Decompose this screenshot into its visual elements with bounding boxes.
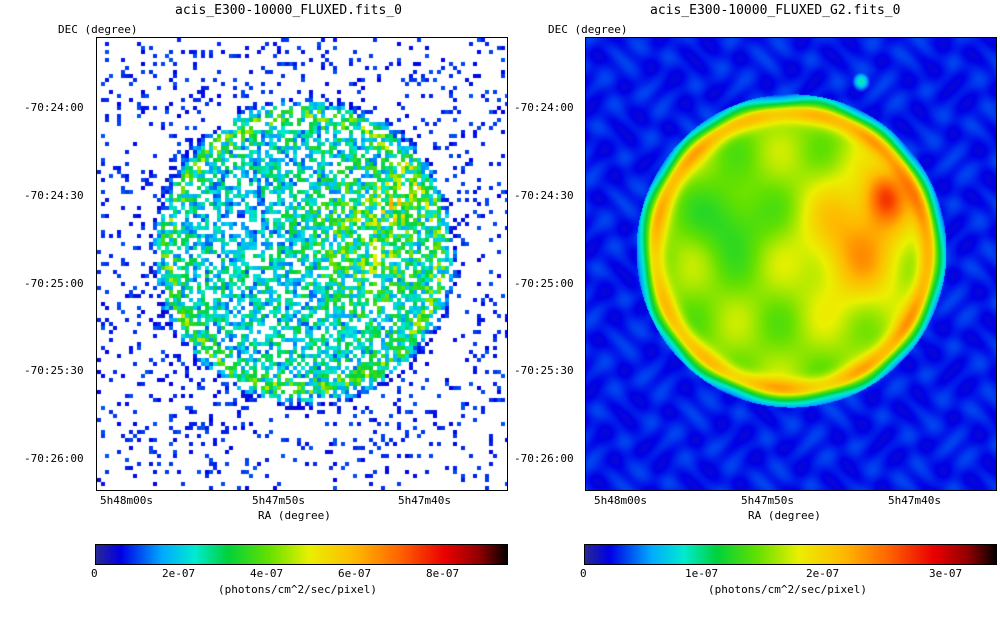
left-colorbar[interactable] [95, 544, 508, 565]
left-dec-tick: -70:26:00 [24, 452, 84, 465]
left-colorbar-unit: (photons/cm^2/sec/pixel) [218, 583, 377, 596]
right-colorbar-tick: 1e-07 [685, 567, 719, 580]
right-dec-tick: -70:25:00 [514, 277, 574, 290]
right-dec-tick: -70:25:30 [514, 364, 574, 377]
left-fits-image[interactable] [97, 38, 507, 490]
left-ra-tick: 5h47m40s [398, 494, 451, 507]
right-colorbar-tick: 3e-07 [929, 567, 963, 580]
right-colorbar-gradient [585, 545, 996, 564]
left-image-title: acis_E300-10000_FLUXED.fits_0 [175, 3, 402, 18]
right-ra-tick: 5h47m40s [888, 494, 941, 507]
left-dec-tick: -70:24:00 [24, 101, 84, 114]
left-colorbar-tick: 2e-07 [162, 567, 196, 580]
right-dec-axis-label: DEC (degree) [548, 23, 628, 36]
right-dec-tick: -70:26:00 [514, 452, 574, 465]
right-ra-axis-label: RA (degree) [748, 509, 821, 522]
right-colorbar-tick: 0 [580, 567, 587, 580]
left-dec-axis-label: DEC (degree) [58, 23, 138, 36]
left-ra-axis-label: RA (degree) [258, 509, 331, 522]
right-dec-tick: -70:24:30 [514, 189, 574, 202]
right-colorbar-tick: 2e-07 [806, 567, 840, 580]
right-colorbar-unit: (photons/cm^2/sec/pixel) [708, 583, 867, 596]
left-colorbar-tick: 6e-07 [338, 567, 372, 580]
left-ra-tick: 5h48m00s [100, 494, 153, 507]
right-image-frame[interactable] [585, 37, 997, 491]
right-dec-tick: -70:24:00 [514, 101, 574, 114]
left-colorbar-tick: 0 [91, 567, 98, 580]
right-ra-tick: 5h48m00s [594, 494, 647, 507]
right-image-title: acis_E300-10000_FLUXED_G2.fits_0 [650, 3, 901, 18]
left-dec-tick: -70:24:30 [24, 189, 84, 202]
right-ra-tick: 5h47m50s [741, 494, 794, 507]
left-dec-tick: -70:25:30 [24, 364, 84, 377]
left-dec-tick: -70:25:00 [24, 277, 84, 290]
left-image-frame[interactable] [96, 37, 508, 491]
left-colorbar-gradient [96, 545, 507, 564]
left-colorbar-tick: 8e-07 [426, 567, 460, 580]
right-colorbar[interactable] [584, 544, 997, 565]
left-colorbar-tick: 4e-07 [250, 567, 284, 580]
right-fits-image[interactable] [586, 38, 996, 490]
left-ra-tick: 5h47m50s [252, 494, 305, 507]
